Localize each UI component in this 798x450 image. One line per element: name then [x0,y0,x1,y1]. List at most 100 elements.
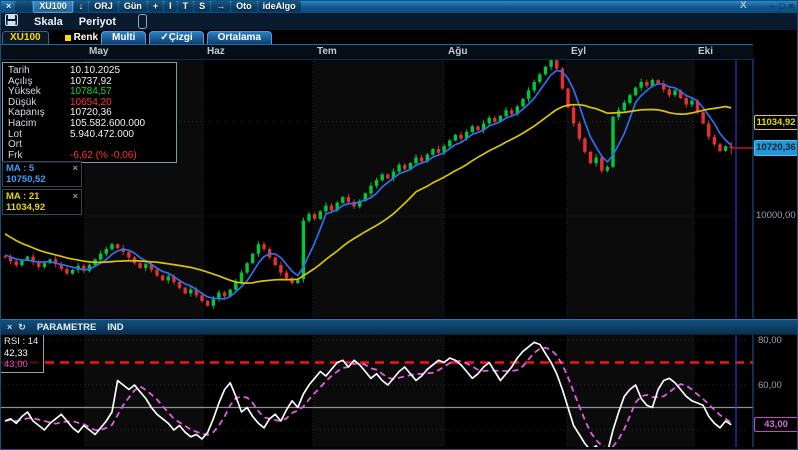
parametre-menu-item[interactable]: PARAMETRE [36,321,97,333]
plus-button[interactable]: + [147,1,164,12]
candle [493,117,497,122]
month-label: Eyl [571,46,587,57]
info-row: Tarih 10.10.2025 [8,65,121,76]
candle [633,87,638,96]
ma21-label: MA : 21 [6,191,40,202]
ma5-label: MA : 5 [6,163,35,174]
menu-item-skala[interactable]: Skala [34,15,63,28]
candle [498,115,503,122]
ma5-overlay-box: MA : 5 × 10750,52 [2,161,82,187]
candle [594,157,598,164]
titlebar-x-button[interactable]: X [740,0,747,11]
candle [346,197,351,202]
candle [510,110,514,115]
down-arrow-button[interactable]: ↓ [73,1,89,12]
rsi-info-box: RSI : 14 42,33 43,00 [0,334,45,373]
last-price-axis-box: 10720,36 [754,140,798,156]
ma21-overlay-box: MA : 21 × 11034,92 [2,189,82,215]
candle [358,200,362,207]
maximize-icon[interactable]: □ [779,1,785,11]
candle [611,116,615,167]
candle [526,90,531,99]
i-button[interactable]: I [164,1,177,12]
candle [144,264,148,268]
candle [431,149,435,155]
gun-button[interactable]: Gün [118,1,147,12]
candle [138,263,142,268]
candle [560,68,565,89]
renk-control[interactable]: Renk [64,32,99,43]
t-button[interactable]: T [177,1,194,12]
candle [200,295,204,301]
candle [662,83,666,90]
candle [701,112,705,124]
candle [386,174,390,179]
candle [228,289,232,297]
minimize-icon[interactable]: – [770,1,776,11]
month-label: Ağu [448,46,468,57]
info-row: Açılış 10737,92 [8,75,112,87]
orj-button[interactable]: ORJ [89,1,118,12]
candle [459,134,463,139]
symbol-tab[interactable]: XU100 [2,31,49,44]
candle [684,98,688,105]
s-button[interactable]: S [194,1,211,12]
candle [419,157,424,162]
indicator-close-icon[interactable]: × [7,322,13,332]
ma21-axis-box: 11034,92 [754,115,798,130]
candle [177,282,182,288]
idealgo-button[interactable]: ideAlgo [257,1,301,12]
title-bar: × XU100 ↓ ORJ Gün + I T S → Oto ideAlgo … [0,0,798,13]
close-icon[interactable]: × [788,1,794,11]
rsi-axis-60: 60,00 [758,380,782,391]
candle [645,82,649,86]
candle [222,292,227,297]
main-chart-canvas[interactable] [0,58,798,318]
date-axis[interactable]: May Haz Tem Ağu Eyl Eki [0,44,753,60]
color-swatch-icon [64,34,71,41]
candle [600,157,604,171]
ohlc-info-panel: Tarih 10.10.2025 Açılış 10737,92 Yüksek 10784… [2,62,177,164]
tab-ortalama[interactable]: Ortalama [206,31,272,44]
candle [99,253,103,260]
window-close-icon[interactable]: × [6,1,12,11]
candle [3,256,7,258]
candle [37,262,41,267]
oto-button[interactable]: Oto [231,1,257,12]
candle [149,264,154,270]
tab-cizgi[interactable]: ✓Çizgi [149,31,204,44]
rsi-chart-canvas[interactable] [0,333,798,447]
menu-item-periyot[interactable]: Periyot [78,15,117,28]
indicator-refresh-icon[interactable]: ↻ [18,321,26,332]
save-icon[interactable] [5,13,18,31]
window-menu-button[interactable] [15,1,33,12]
tab-multi[interactable]: Multi [101,31,147,44]
menu-bar: Skala Periyot [0,13,798,31]
renk-label: Renk [73,32,99,43]
candle [127,251,131,258]
candle [211,299,215,306]
candle [656,80,660,84]
candle [262,244,266,249]
candle [470,126,474,132]
symbol-button[interactable]: XU100 [33,0,73,13]
right-arrow-button[interactable]: → [211,1,231,12]
ma5-close-icon[interactable]: × [72,163,78,174]
tab-bar: XU100 Renk Multi ✓Çizgi Ortalama [0,30,798,44]
candle [42,263,47,267]
candle [538,74,542,82]
ma5-line [4,69,732,300]
candle [436,149,441,153]
ma21-close-icon[interactable]: × [72,191,78,202]
candle [25,256,30,261]
candle [374,180,379,186]
candle [172,276,176,283]
candle [425,154,429,162]
candle [695,100,700,113]
rsi-value-label: 42,33 [4,347,28,359]
candle [487,117,491,124]
candle [448,140,452,147]
candle [628,95,632,103]
ind-menu-item[interactable]: IND [107,321,124,333]
